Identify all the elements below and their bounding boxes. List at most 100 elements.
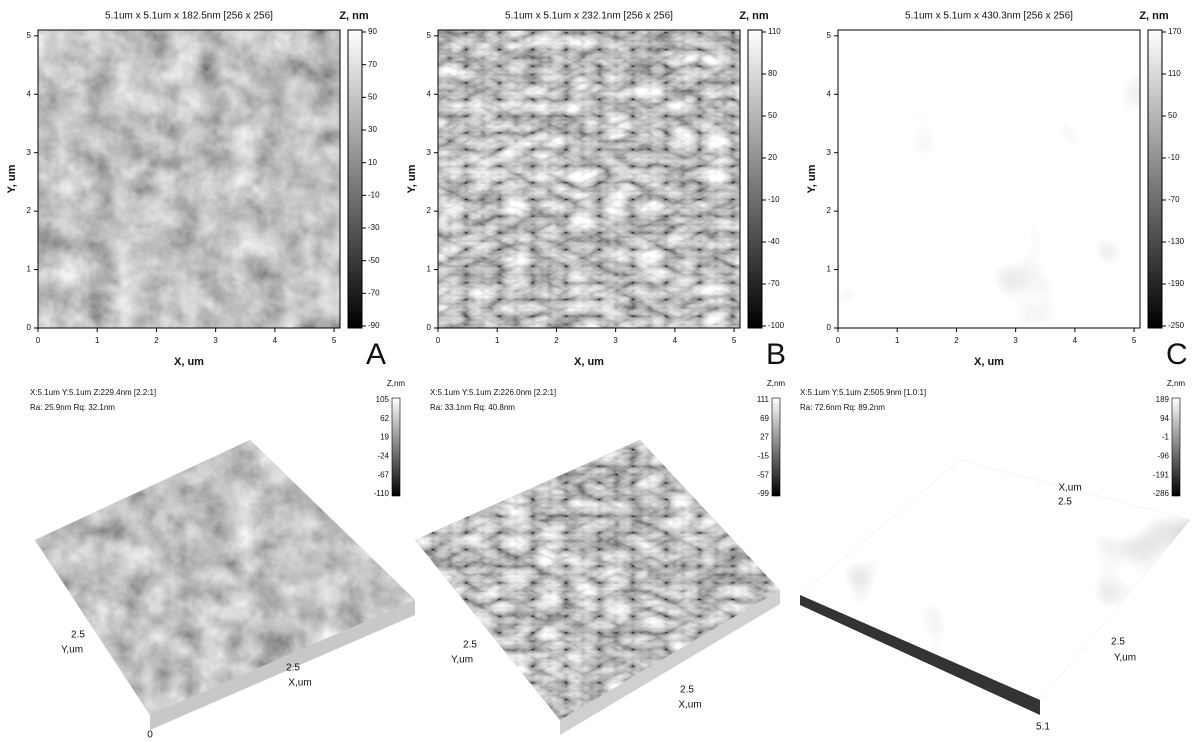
colorbar-tick-label: -250 <box>1168 321 1185 330</box>
view3d-colorbar <box>1171 397 1181 497</box>
colorbar-label: Z, nm <box>339 10 369 22</box>
view3d-colorbar-label: Z,nm <box>767 379 786 388</box>
colorbar-label: Z, nm <box>739 10 769 22</box>
x-tick-label: 5 <box>732 336 737 345</box>
view3d-colorbar-tick-label: -57 <box>757 470 769 479</box>
view3d-info: X:5.1um Y:5.1um Z:229.4nm [2.2:1] <box>30 388 156 397</box>
surface-3d-side <box>800 595 1040 715</box>
y-tick-label: 4 <box>827 89 832 98</box>
view3d-info: X:5.1um Y:5.1um Z:226.0nm [2.2:1] <box>430 388 556 397</box>
y-tick-label: 3 <box>827 148 832 157</box>
colorbar <box>1147 29 1163 329</box>
view3d-colorbar-tick-label: -15 <box>757 452 769 461</box>
colorbar-tick-label: -10 <box>1168 153 1180 162</box>
afm-image <box>438 30 740 328</box>
surface-3d-side <box>150 600 415 730</box>
colorbar-tick-label: -40 <box>768 237 780 246</box>
view3d-colorbar-tick-label: 189 <box>1156 395 1170 404</box>
view3d-info: X:5.1um Y:5.1um Z:505.9nm [1.0:1] <box>800 388 926 397</box>
view3d-colorbar-tick-label: -286 <box>1153 489 1170 498</box>
colorbar-tick-label: -70 <box>368 288 380 297</box>
x-tick-label: 1 <box>895 336 900 345</box>
view3d-colorbar-tick-label: 62 <box>380 414 389 423</box>
colorbar-tick-label: 50 <box>1168 111 1177 120</box>
x-tick-label: 4 <box>273 336 278 345</box>
x-tick-label: 1 <box>95 336 100 345</box>
view3d-info: Ra: 33.1nm Rq: 40.8nm <box>430 403 515 412</box>
colorbar <box>347 29 363 329</box>
colorbar-tick-label: -130 <box>1168 237 1185 246</box>
view3d-colorbar-tick-label: -1 <box>1162 433 1170 442</box>
panel-letter: A <box>366 338 386 371</box>
colorbar <box>747 29 763 329</box>
colorbar-tick-label: -10 <box>768 195 780 204</box>
view3d-axis-label: 5.1 <box>1036 722 1050 733</box>
colorbar-tick-label: -50 <box>368 256 380 265</box>
x-tick-label: 2 <box>954 336 959 345</box>
colorbar-tick-label: 90 <box>368 27 377 36</box>
y-tick-label: 0 <box>27 323 32 332</box>
x-axis-label: X, um <box>174 356 204 368</box>
view3d-axis-label: 2.5 <box>1058 497 1072 508</box>
view3d-colorbar-label: Z,nm <box>387 379 406 388</box>
colorbar-tick-label: 10 <box>368 158 377 167</box>
view3d-axis-label: Y,um <box>451 655 473 666</box>
panel-title: 5.1um x 5.1um x 430.3nm [256 x 256] <box>905 11 1073 22</box>
view3d-axis-label: 0 <box>147 730 153 741</box>
x-axis-label: X, um <box>974 356 1004 368</box>
y-tick-label: 2 <box>27 206 32 215</box>
y-tick-label: 0 <box>827 323 832 332</box>
view3d-colorbar-tick-label: 19 <box>380 433 389 442</box>
x-tick-label: 0 <box>436 336 441 345</box>
x-tick-label: 5 <box>1132 336 1137 345</box>
y-tick-label: 1 <box>827 265 832 274</box>
view3d-colorbar-tick-label: 105 <box>376 395 390 404</box>
view3d-colorbar-label: Z,nm <box>1167 379 1186 388</box>
colorbar-tick-label: -70 <box>768 279 780 288</box>
x-axis-label: X, um <box>574 356 604 368</box>
view3d-info: Ra: 25.9nm Rq: 32.1nm <box>30 403 115 412</box>
panel-letter: B <box>766 338 786 371</box>
y-axis-label: Y, um <box>806 164 818 193</box>
colorbar-tick-label: 50 <box>368 92 377 101</box>
y-tick-label: 0 <box>427 323 432 332</box>
surface-3d-texture <box>415 440 780 720</box>
view3d-colorbar-tick-label: 69 <box>760 414 769 423</box>
view3d-axis-label: 2.5 <box>680 685 694 696</box>
colorbar-tick-label: -90 <box>368 321 380 330</box>
x-tick-label: 3 <box>213 336 218 345</box>
colorbar-tick-label: 80 <box>768 69 777 78</box>
y-tick-label: 4 <box>27 89 32 98</box>
x-tick-label: 3 <box>613 336 618 345</box>
y-tick-label: 2 <box>827 206 832 215</box>
y-tick-label: 1 <box>27 265 32 274</box>
x-tick-label: 3 <box>1013 336 1018 345</box>
colorbar-tick-label: 110 <box>768 27 781 36</box>
y-tick-label: 2 <box>427 206 432 215</box>
y-tick-label: 3 <box>27 148 32 157</box>
colorbar-label: Z, nm <box>1139 10 1169 22</box>
view3d-axis-label: X,um <box>678 700 701 711</box>
view3d-axis-label: 2.5 <box>71 630 85 641</box>
y-tick-label: 4 <box>427 89 432 98</box>
x-tick-label: 4 <box>1073 336 1078 345</box>
view3d-colorbar-tick-label: -67 <box>377 470 389 479</box>
x-tick-label: 4 <box>673 336 678 345</box>
colorbar-tick-label: 170 <box>1168 27 1182 36</box>
x-tick-label: 1 <box>495 336 500 345</box>
colorbar-tick-label: 20 <box>768 153 777 162</box>
view3d-axis-label: X,um <box>288 678 311 689</box>
view3d-colorbar-tick-label: 94 <box>1160 414 1169 423</box>
colorbar-tick-label: -190 <box>1168 279 1185 288</box>
y-tick-label: 5 <box>27 31 32 40</box>
afm-image <box>838 30 1140 328</box>
y-tick-label: 5 <box>427 31 432 40</box>
colorbar-tick-label: 30 <box>368 125 377 134</box>
view3d-colorbar-tick-label: -24 <box>377 452 389 461</box>
colorbar-tick-label: -10 <box>368 190 380 199</box>
colorbar-tick-label: 110 <box>1168 69 1181 78</box>
view3d-axis-label: 2.5 <box>286 663 300 674</box>
colorbar-tick-label: -100 <box>768 321 785 330</box>
x-tick-label: 0 <box>836 336 841 345</box>
